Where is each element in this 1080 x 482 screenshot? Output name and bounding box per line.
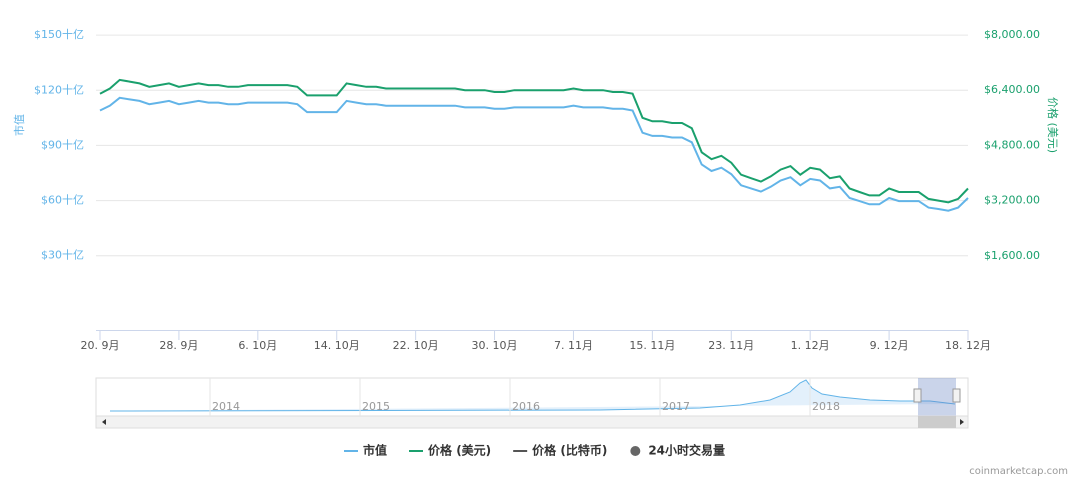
x-tick-label: 23. 11月 <box>708 339 754 352</box>
y2-tick-label: $8,000.00 <box>984 28 1040 41</box>
y-tick-label: $90十亿 <box>41 137 84 151</box>
x-tick-label: 6. 10月 <box>238 339 277 352</box>
navigator-label: 2014 <box>212 400 240 413</box>
x-tick-label: 28. 9月 <box>159 339 198 352</box>
credit[interactable]: coinmarketcap.com <box>969 466 1068 477</box>
legend-label[interactable]: 市值 <box>363 443 387 458</box>
x-tick-label: 7. 11月 <box>554 339 593 352</box>
x-tick-label: 18. 12月 <box>945 339 991 352</box>
legend-label[interactable]: 价格 (比特币) <box>532 443 607 458</box>
navigator-series <box>109 379 956 412</box>
y-tick-label: $150十亿 <box>34 27 84 41</box>
legend-symbol <box>630 446 641 456</box>
scrollbar-thumb[interactable] <box>918 416 956 428</box>
scroll-left[interactable] <box>102 419 106 425</box>
series-line <box>99 96 969 212</box>
y2-tick-label: $6,400.00 <box>984 83 1040 96</box>
x-tick-label: 22. 10月 <box>393 339 439 352</box>
x-tick-label: 20. 9月 <box>81 339 120 352</box>
navigator-handle[interactable] <box>913 388 922 403</box>
y-tick-label: $120十亿 <box>34 82 84 96</box>
x-tick-label: 1. 12月 <box>791 339 830 352</box>
navigator-label: 2018 <box>812 400 840 413</box>
scrollbar-track[interactable] <box>95 415 969 429</box>
y2-tick-label: $4,800.00 <box>984 138 1040 151</box>
x-tick-label: 9. 12月 <box>870 339 909 352</box>
y2-tick-label: $1,600.00 <box>984 249 1040 262</box>
navigator-handle[interactable] <box>952 388 961 403</box>
y-tick-label: $30十亿 <box>41 248 84 262</box>
navigator-label: 2016 <box>512 400 540 413</box>
scroll-right[interactable] <box>960 419 964 425</box>
x-tick-label: 14. 10月 <box>314 339 360 352</box>
x-tick-label: 30. 10月 <box>472 339 518 352</box>
series-line <box>99 78 969 204</box>
y-axis-title: 市值 <box>12 114 26 136</box>
navigator <box>95 377 969 429</box>
y2-axis-title: 价格 (美元) <box>1046 97 1060 153</box>
legend: 市值 价格 (美元) 价格 (比特币) 24小时交易量 <box>344 443 725 458</box>
y-tick-label: $60十亿 <box>41 193 84 207</box>
x-tick-label: 15. 11月 <box>629 339 675 352</box>
navigator-mask[interactable] <box>918 378 956 416</box>
legend-label[interactable]: 价格 (美元) <box>428 443 491 458</box>
navigator-label: 2015 <box>362 400 390 413</box>
legend-label[interactable]: 24小时交易量 <box>648 443 725 458</box>
navigator-label: 2017 <box>662 400 690 413</box>
y2-tick-label: $3,200.00 <box>984 194 1040 207</box>
